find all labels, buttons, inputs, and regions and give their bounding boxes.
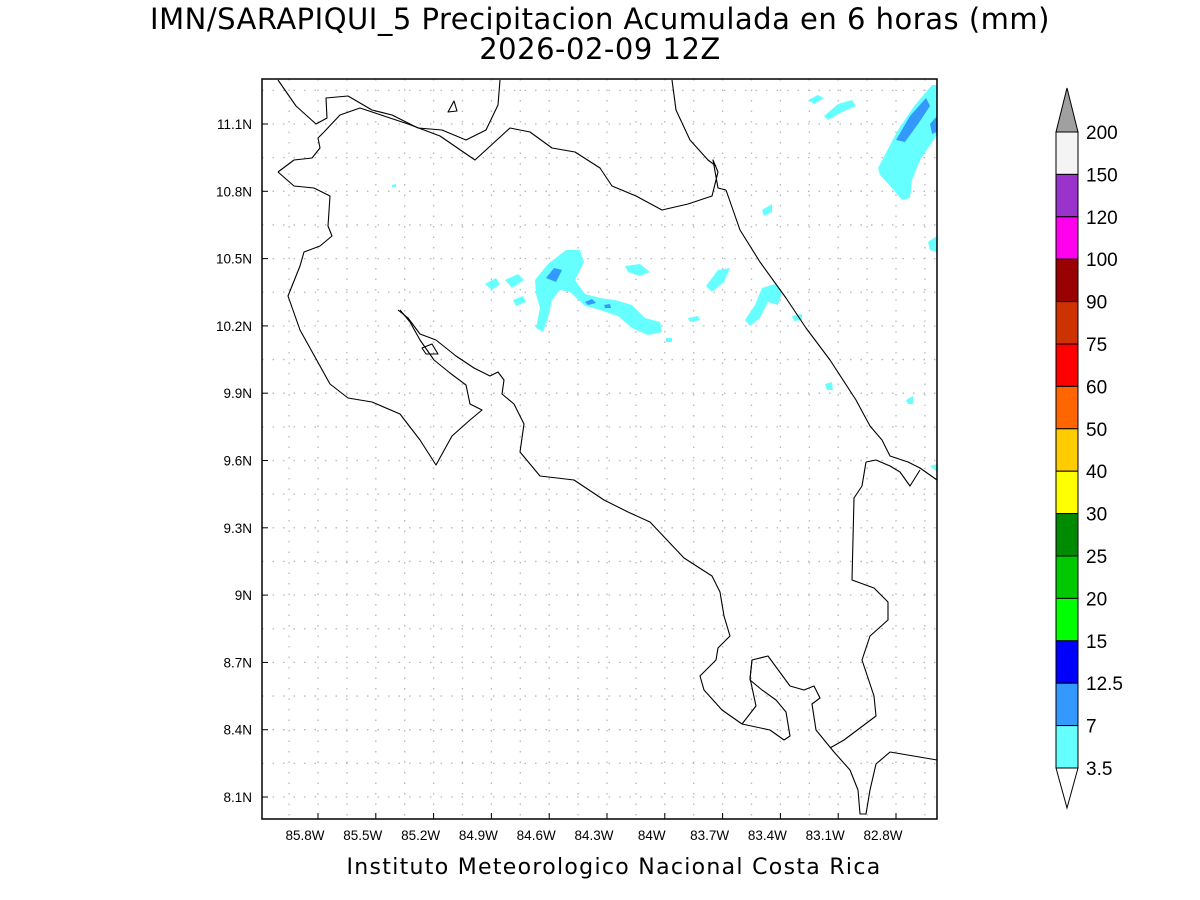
precip-cell-n (928, 236, 937, 252)
legend-label: 25 (1086, 547, 1107, 568)
map-title: IMN/SARAPIQUI_5 Precipitacion Acumulada … (150, 2, 1050, 36)
precip-cell-i (792, 314, 802, 321)
legend-swatch (1055, 725, 1079, 769)
y-tick-label: 9.6N (223, 454, 252, 469)
y-tick-label: 10.8N (216, 184, 252, 199)
y-tick-label: 10.2N (216, 319, 252, 334)
precip-cell-o (825, 382, 833, 390)
legend-swatch (1055, 513, 1079, 557)
legend-swatch (1055, 555, 1079, 599)
legend-label: 90 (1086, 293, 1107, 314)
x-tick-label: 85.8W (285, 828, 324, 843)
coastlines-and-borders (277, 79, 938, 815)
legend-label: 60 (1086, 377, 1107, 398)
x-tick-labels: 85.8W 85.5W 85.2W 84.9W 84.6W 84.3W 84W 83.7W 83… (285, 828, 902, 843)
precip-cell-q (930, 464, 937, 472)
x-tick-label: 84.9W (459, 828, 498, 843)
precip-core-b (585, 299, 596, 305)
legend-label: 120 (1086, 208, 1118, 229)
legend-label: 3.5 (1086, 759, 1112, 780)
x-tick-label: 84.6W (517, 828, 556, 843)
legend-swatch (1055, 131, 1079, 175)
legend-swatch (1055, 343, 1079, 387)
precip-cell-d (625, 264, 650, 276)
legend-label: 12.5 (1086, 674, 1123, 695)
y-tick-label: 10.5N (216, 252, 252, 267)
precip-cell-e (706, 268, 730, 292)
x-tick-label: 84W (638, 828, 666, 843)
map-timestamp: 2026-02-09 12Z (479, 32, 721, 66)
x-tick-label: 83.1W (806, 828, 845, 843)
legend-swatch (1055, 385, 1079, 430)
legend-swatch (1055, 640, 1079, 684)
y-tick-label: 9N (235, 588, 252, 603)
legend-swatch (1055, 216, 1079, 260)
precip-cell-a (485, 278, 500, 290)
precip-core-a (546, 268, 562, 282)
x-tick-label: 84.3W (574, 828, 613, 843)
legend-swatch (1055, 258, 1079, 303)
legend-swatch (1055, 301, 1079, 345)
precip-core-d (896, 98, 930, 142)
y-tick-label: 9.3N (223, 521, 252, 536)
legend-label: 15 (1086, 632, 1107, 653)
precipitation-areas (392, 85, 937, 472)
precip-cell-b (505, 274, 524, 288)
x-tick-label: 83.7W (690, 828, 729, 843)
precip-cell-r (392, 184, 396, 187)
precip-cell-j (762, 204, 772, 216)
precip-core-e (930, 116, 937, 134)
precip-cell-l (824, 100, 856, 120)
x-tick-label: 83.4W (748, 828, 787, 843)
y-tick-label: 8.4N (223, 723, 252, 738)
legend-label: 100 (1086, 250, 1118, 271)
precip-cell-m (878, 85, 937, 200)
legend-label: 50 (1086, 420, 1107, 441)
precip-cell-c (513, 296, 526, 306)
x-tick-label: 85.2W (401, 828, 440, 843)
legend-under-arrow (1055, 767, 1079, 810)
map-frame (261, 78, 938, 820)
legend-label: 200 (1086, 123, 1118, 144)
legend-swatch (1055, 428, 1079, 472)
y-tick-label: 8.1N (223, 790, 252, 805)
precip-core-c (604, 304, 611, 308)
institution-credit: Instituto Meteorologico Nacional Costa R… (346, 855, 882, 880)
legend-label: 150 (1086, 165, 1118, 186)
x-tick-label: 82.8W (863, 828, 902, 843)
precip-cell-p (906, 396, 913, 404)
y-tick-labels: 11.1N 10.8N 10.5N 10.2N 9.9N 9.6N 9.3N 9N 8.7N 8.… (216, 117, 252, 805)
legend-label: 75 (1086, 335, 1107, 356)
axis-tick-marks (262, 123, 897, 819)
color-legend: 200 150 120 100 90 75 60 50 40 30 25 20 15 12.5 7 3.5 (1055, 87, 1123, 810)
legend-label: 20 (1086, 589, 1107, 610)
y-tick-label: 9.9N (223, 386, 252, 401)
legend-over-arrow (1055, 87, 1079, 133)
legend-label: 40 (1086, 462, 1107, 483)
precip-cell-f (688, 316, 700, 322)
legend-swatch (1055, 597, 1079, 642)
legend-label: 30 (1086, 505, 1107, 526)
grid-lines (262, 79, 937, 819)
legend-swatch (1055, 470, 1079, 515)
precip-cell-h (745, 284, 782, 326)
y-tick-label: 8.7N (223, 655, 252, 670)
legend-label: 7 (1086, 717, 1097, 738)
precip-cell-g (666, 338, 672, 342)
legend-swatch (1055, 682, 1079, 727)
precip-cell-main (535, 250, 662, 335)
x-tick-label: 85.5W (343, 828, 382, 843)
precip-cell-k (808, 95, 824, 104)
y-tick-label: 11.1N (217, 117, 252, 132)
legend-swatch (1055, 173, 1079, 218)
